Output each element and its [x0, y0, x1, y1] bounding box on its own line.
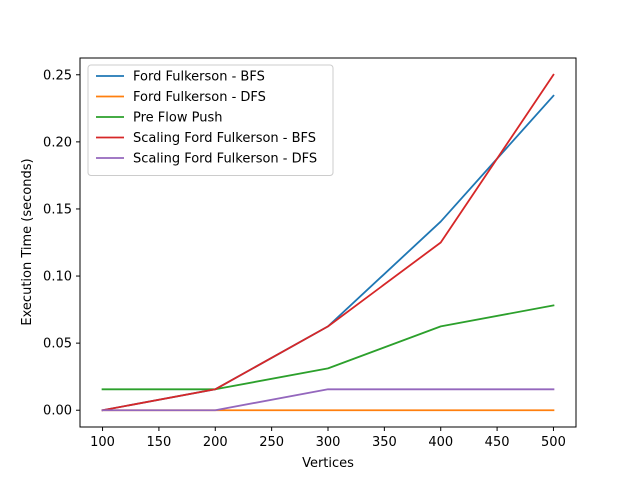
y-axis-label: Execution Time (seconds): [20, 158, 35, 325]
legend-label: Scaling Ford Fulkerson - BFS: [133, 131, 316, 146]
x-tick-label: 150: [146, 435, 171, 450]
legend-box: [87, 64, 334, 176]
legend: Ford Fulkerson - BFS Ford Fulkerson - DFS…: [87, 64, 334, 176]
x-tick-label: 100: [90, 435, 115, 450]
legend-label: Ford Fulkerson - BFS: [133, 70, 265, 85]
legend-label: Ford Fulkerson - DFS: [133, 90, 266, 105]
x-tick-label: 350: [372, 435, 397, 450]
y-tick-label: 0.20: [43, 135, 72, 150]
legend-label: Scaling Ford Fulkerson - DFS: [133, 152, 317, 167]
x-tick-label: 500: [541, 435, 566, 450]
y-axis-ticks: 0.00 0.05 0.10 0.15 0.20 0.25: [43, 68, 80, 419]
x-tick-label: 300: [316, 435, 341, 450]
y-tick-label: 0.05: [43, 337, 72, 352]
y-tick-label: 0.25: [43, 68, 72, 83]
x-axis-ticks: 100 150 200 250 300 350 400 450 500: [90, 427, 566, 450]
x-axis-label: Vertices: [302, 456, 354, 471]
legend-label: Pre Flow Push: [133, 111, 222, 126]
y-tick-label: 0.00: [43, 404, 72, 419]
y-tick-label: 0.15: [43, 202, 72, 217]
y-tick-label: 0.10: [43, 270, 72, 285]
x-tick-label: 200: [203, 435, 228, 450]
x-tick-label: 250: [259, 435, 284, 450]
series-line-5: [101, 388, 555, 412]
series-line-3: [101, 304, 555, 391]
series-layer: [101, 73, 555, 412]
x-tick-label: 400: [428, 435, 453, 450]
x-tick-label: 450: [485, 435, 510, 450]
series-line-4: [101, 73, 555, 412]
